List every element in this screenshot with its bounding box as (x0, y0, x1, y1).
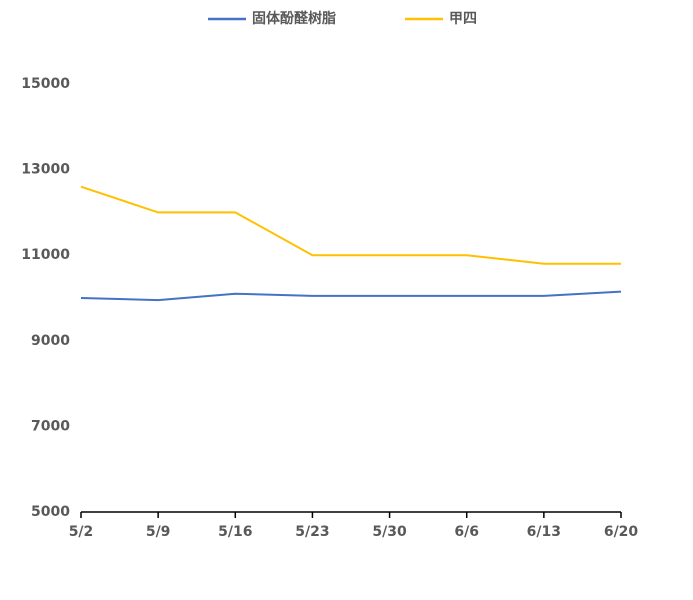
legend-label: 甲四 (449, 11, 477, 27)
x-tick-label: 5/9 (146, 524, 171, 540)
legend-label: 固体酚醛树脂 (252, 10, 336, 27)
series-line (80, 290, 622, 302)
x-tick-label: 6/6 (454, 524, 479, 540)
y-tick-label: 15000 (21, 76, 70, 92)
y-tick-label: 5000 (31, 504, 70, 520)
x-tick-label: 5/16 (218, 524, 252, 540)
series-line (80, 185, 621, 265)
y-tick-label: 7000 (31, 418, 70, 434)
y-tick-label: 13000 (21, 162, 70, 178)
x-tick-label: 5/23 (295, 524, 329, 540)
x-tick-label: 6/13 (527, 524, 561, 540)
y-tick-label: 11000 (21, 247, 70, 263)
x-tick-label: 6/20 (604, 524, 639, 540)
y-tick-label: 9000 (31, 333, 70, 349)
x-tick-label: 5/30 (372, 524, 407, 540)
x-tick-label: 5/2 (69, 524, 94, 540)
